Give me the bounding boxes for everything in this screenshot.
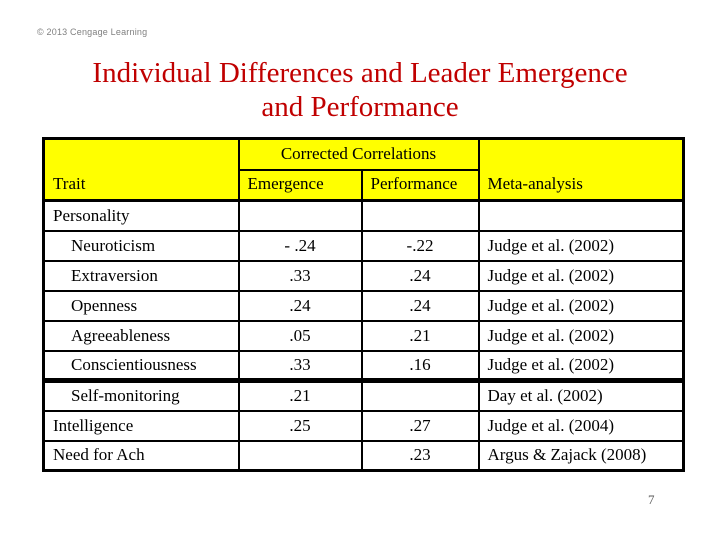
- performance-value-cell: [360, 378, 480, 412]
- meta-analysis-cell: Judge et al. (2002): [477, 229, 685, 262]
- page-title: Individual Differences and Leader Emerge…: [0, 56, 720, 124]
- header-row-sub: Emergence Performance: [44, 168, 684, 202]
- column-group-header-corrected-correlations: Corrected Correlations: [237, 137, 480, 171]
- table-row: Conscientiousness .33.16 Judge et al. (200…: [42, 349, 685, 382]
- meta-analysis-cell: [477, 199, 685, 232]
- meta-analysis-cell: Argus & Zajack (2008): [477, 439, 685, 472]
- table-row: Personality: [42, 199, 685, 232]
- meta-analysis-cell: Judge et al. (2002): [477, 289, 685, 322]
- correlations-table: Trait Corrected Correlations Meta-analys…: [42, 137, 685, 472]
- column-header-trait: Trait: [42, 137, 240, 202]
- column-header-performance: Performance: [360, 168, 480, 202]
- trait-cell: Personality: [42, 199, 240, 232]
- emergence-value-cell: .25: [237, 409, 363, 442]
- performance-value-cell: .23: [360, 439, 480, 472]
- table-row: Self-monitoring .21 Day et al. (2002): [42, 378, 685, 412]
- table-row: Intelligence .25.27 Judge et al. (2004): [42, 409, 685, 442]
- trait-cell: Conscientiousness: [42, 349, 240, 382]
- emergence-value-cell: .21: [237, 378, 363, 412]
- trait-cell: Agreeableness: [42, 319, 240, 352]
- trait-cell: Need for Ach: [42, 439, 240, 472]
- meta-analysis-cell: Judge et al. (2002): [477, 319, 685, 352]
- table-header: Trait Corrected Correlations Meta-analys…: [42, 137, 685, 202]
- trait-cell: Neuroticism: [42, 229, 240, 262]
- header-row-group: Trait Corrected Correlations Meta-analys…: [42, 137, 685, 202]
- page-number: 7: [648, 492, 655, 507]
- trait-cell: Openness: [42, 289, 240, 322]
- emergence-value-cell: [237, 439, 363, 472]
- meta-analysis-cell: Day et al. (2002): [477, 378, 685, 412]
- trait-cell: Extraversion: [42, 259, 240, 292]
- performance-value-cell: .21: [360, 319, 480, 352]
- emergence-value-cell: [237, 199, 363, 232]
- table-row: Need for Ach .23 Argus & Zajack (2008): [42, 439, 685, 472]
- performance-value-cell: -.22: [360, 229, 480, 262]
- performance-value-cell: .24: [360, 289, 480, 322]
- table-body: Personality Neuroticism - .24 -.22 Judge et …: [42, 199, 685, 472]
- meta-analysis-cell: Judge et al. (2002): [477, 259, 685, 292]
- meta-analysis-cell: Judge et al. (2004): [477, 409, 685, 442]
- title-line-2: and Performance: [261, 91, 459, 124]
- performance-value-cell: .27: [360, 409, 480, 442]
- table-row: Openness .24.24 Judge et al. (2002): [42, 289, 685, 322]
- title-line-1: Individual Differences and Leader Emerge…: [92, 57, 628, 89]
- performance-value-cell: .24: [360, 259, 480, 292]
- table-row: Agreeableness .05.21 Judge et al. (2002): [42, 319, 685, 352]
- performance-value-cell: [360, 199, 480, 232]
- column-header-meta-analysis: Meta-analysis: [477, 137, 685, 202]
- emergence-value-cell: .24: [237, 289, 363, 322]
- performance-value-cell: .16: [360, 349, 480, 382]
- emergence-value-cell: .05: [237, 319, 363, 352]
- table-row: Extraversion .33.24 Judge et al. (2002): [42, 259, 685, 292]
- column-header-emergence: Emergence: [237, 168, 363, 202]
- emergence-value-cell: .33: [237, 349, 363, 382]
- trait-cell: Intelligence: [42, 409, 240, 442]
- meta-analysis-cell: Judge et al. (2002): [477, 349, 685, 382]
- trait-cell: Self-monitoring: [42, 378, 240, 412]
- emergence-value-cell: .33: [237, 259, 363, 292]
- emergence-value-cell: - .24: [237, 229, 363, 262]
- copyright-text: © 2013 Cengage Learning: [37, 27, 148, 37]
- table-row: Neuroticism - .24 -.22 Judge et al. (2002): [42, 229, 685, 262]
